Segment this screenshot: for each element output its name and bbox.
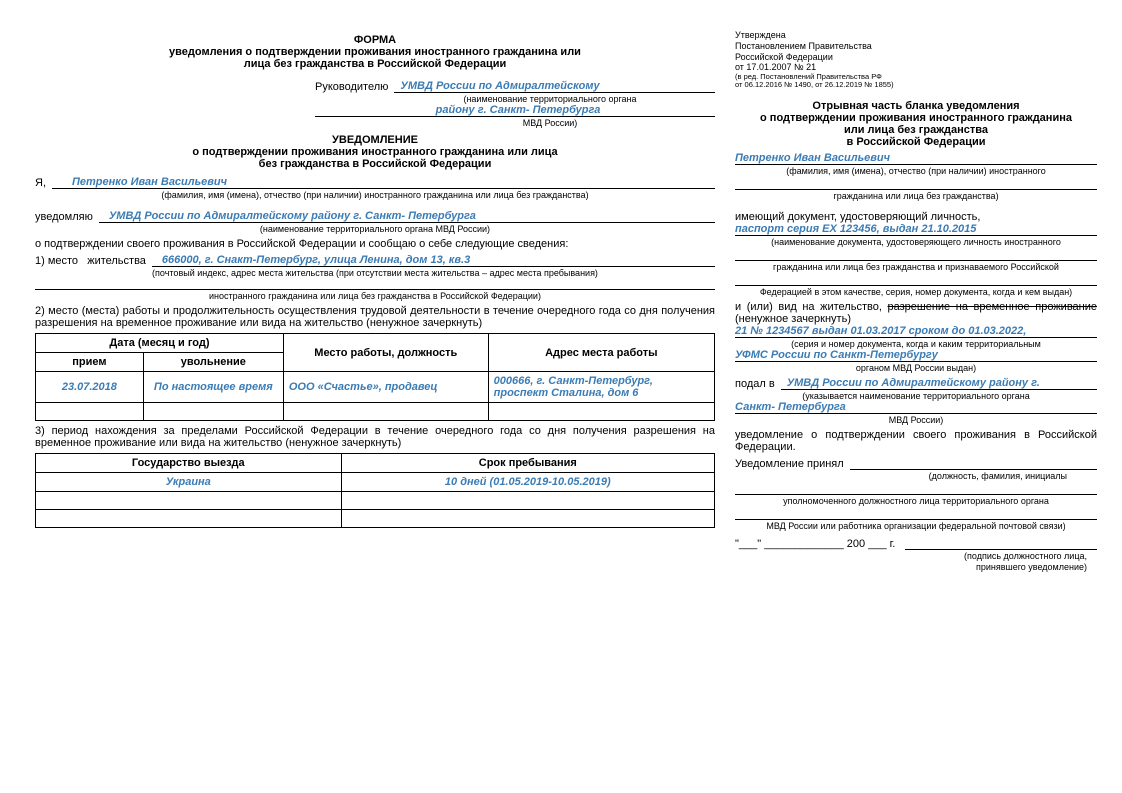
work-text: 2) место (места) работы и продолжительно… [35, 305, 715, 329]
th-priem: прием [36, 353, 144, 372]
approved-l1: Утверждена [735, 30, 1097, 41]
doc-sub2: гражданина или лица без гражданства и пр… [735, 262, 1097, 272]
notice-title: УВЕДОМЛЕНИЕ [35, 134, 715, 146]
notice-sub1: о подтверждении проживания иностранного … [35, 146, 715, 158]
vnz-sub1: (серия и номер документа, когда и каким … [735, 339, 1097, 349]
tear-name: Петренко Иван Васильевич [735, 152, 890, 164]
doc-value: паспорт серия ЕХ 123456, выдан 21.10.201… [735, 223, 976, 235]
to-value-1: УМВД России по Адмиралтейскому [394, 80, 715, 93]
vnz-line: и (или) вид на жительство, разрешение на… [735, 301, 1097, 325]
tear-t3: или лица без гражданства [735, 124, 1097, 136]
vnz-sub2: органом МВД России выдан) [735, 363, 1097, 373]
to-sublabel-2: МВД России) [315, 118, 715, 128]
submit-sub1: (указывается наименование территориально… [735, 391, 1097, 401]
table-row [36, 492, 715, 510]
approved-l2: Постановлением Правительства [735, 41, 1097, 52]
form-subtitle-1: уведомления о подтверждении проживания и… [35, 46, 715, 58]
cell-period: 10 дней (01.05.2019-10.05.2019) [341, 473, 714, 492]
abroad-text: 3) период нахождения за пределами Россий… [35, 425, 715, 449]
table-row [36, 510, 715, 528]
date-template: "___" _____________ 200 ___ г. [735, 538, 895, 550]
cell-place: ООО «Счастье», продавец [283, 372, 488, 403]
accepted-sub: (должность, фамилия, инициалы [735, 471, 1097, 481]
form-main-column: ФОРМА уведомления о подтверждении прожив… [35, 30, 715, 773]
doc-label: имеющий документ, удостоверяющий личност… [735, 211, 1097, 223]
doc-sub1: (наименование документа, удостоверяющего… [735, 237, 1097, 247]
approved-l3: Российской Федерации [735, 52, 1097, 63]
th-uvol: увольнение [143, 353, 283, 372]
to-value-2: району г. Санкт- Петербурга [315, 104, 715, 117]
cell-priem: 23.07.2018 [36, 372, 144, 403]
tear-name-sub: (фамилия, имя (имена), отчество (при нал… [735, 166, 1097, 176]
to-sublabel-1: (наименование территориального органа [315, 94, 715, 104]
cell-country: Украина [36, 473, 342, 492]
accepted-sub3: МВД России или работника организации фед… [735, 521, 1097, 531]
form-subtitle-2: лица без гражданства в Российской Федера… [35, 58, 715, 70]
th-addr: Адрес места работы [488, 334, 714, 372]
empty-line-r5 [735, 506, 1097, 520]
form-title: ФОРМА [35, 34, 715, 46]
confirm-text: о подтверждении своего проживания в Росс… [35, 238, 715, 250]
addressee-block: Руководителю УМВД России по Адмиралтейск… [35, 80, 715, 128]
cell-addr: 000666, г. Санкт-Петербург, проспект Ста… [488, 372, 714, 403]
applicant-name: Петренко Иван Васильевич [52, 176, 715, 189]
sign-sub2: принявшего уведомление) [735, 562, 1097, 572]
tear-off-column: Утверждена Постановлением Правительства … [735, 30, 1097, 773]
notify-label: уведомляю [35, 211, 99, 223]
sign-sub1: (подпись должностного лица, [735, 551, 1097, 561]
doc-sub3: Федерацией в этом качестве, серия, номер… [735, 287, 1097, 297]
to-label: Руководителю [315, 81, 394, 93]
work-table: Дата (месяц и год) Место работы, должнос… [35, 333, 715, 421]
table-row: Украина 10 дней (01.05.2019-10.05.2019) [36, 473, 715, 492]
th-date: Дата (месяц и год) [36, 334, 284, 353]
accepted-line [850, 457, 1097, 470]
empty-line-r3 [735, 272, 1097, 286]
notice-title-block: УВЕДОМЛЕНИЕ о подтверждении проживания и… [35, 134, 715, 170]
tear-t2: о подтверждении проживания иностранного … [735, 112, 1097, 124]
accepted-sub2: уполномоченного должностного лица террит… [735, 496, 1097, 506]
tear-title-block: Отрывная часть бланка уведомления о подт… [735, 100, 1097, 148]
approved-l6: от 06.12.2016 № 1490, от 26.12.2019 № 18… [735, 81, 1097, 89]
notify-value: УМВД России по Адмиралтейскому району г.… [99, 210, 715, 223]
applicant-name-sub: (фамилия, имя (имена), отчество (при нал… [35, 190, 715, 200]
place-value: 666000, г. Снакт-Петербург, улица Ленина… [152, 254, 715, 267]
accepted-label: Уведомление принял [735, 458, 850, 470]
th-country: Государство выезда [36, 454, 342, 473]
empty-line-r4 [735, 481, 1097, 495]
empty-line-1 [35, 278, 715, 290]
th-place: Место работы, должность [283, 334, 488, 372]
submit-sub2: МВД России) [735, 415, 1097, 425]
approved-block: Утверждена Постановлением Правительства … [735, 30, 1097, 90]
th-period: Срок пребывания [341, 454, 714, 473]
vnz-value2: УФМС России по Санкт-Петербургу [735, 349, 938, 361]
sign-line [905, 537, 1097, 550]
notify-sub: (наименование территориального органа МВ… [35, 224, 715, 234]
tear-t4: в Российской Федерации [735, 136, 1097, 148]
cell-uvol: По настоящее время [143, 372, 283, 403]
place-label: 1) место жительства [35, 255, 152, 267]
table-row: 23.07.2018 По настоящее время ООО «Счаст… [36, 372, 715, 403]
empty-line-r1 [735, 176, 1097, 190]
notice-sub2: без гражданства в Российской Федерации [35, 158, 715, 170]
tear-name-sub2: гражданина или лица без гражданства) [735, 191, 1097, 201]
form-title-block: ФОРМА уведомления о подтверждении прожив… [35, 34, 715, 70]
place-sub2: иностранного гражданина или лица без гра… [35, 291, 715, 301]
submit-value2: Санкт- Петербурга [735, 401, 846, 413]
table-row [36, 403, 715, 421]
vnz-value1: 21 № 1234567 выдан 01.03.2017 сроком до … [735, 325, 1026, 337]
tear-confirm: уведомление о подтверждении своего прожи… [735, 429, 1097, 453]
submit-label: подал в [735, 378, 781, 390]
place-sub: (почтовый индекс, адрес места жительства… [35, 268, 715, 278]
ya-label: Я, [35, 177, 52, 189]
abroad-table: Государство выезда Срок пребывания Украи… [35, 453, 715, 528]
tear-t1: Отрывная часть бланка уведомления [735, 100, 1097, 112]
empty-line-r2 [735, 247, 1097, 261]
submit-value1: УМВД России по Адмиралтейскому району г. [781, 377, 1097, 390]
